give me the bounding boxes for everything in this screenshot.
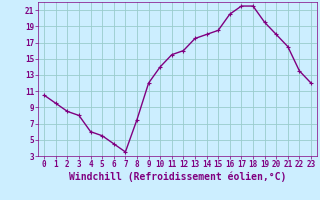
X-axis label: Windchill (Refroidissement éolien,°C): Windchill (Refroidissement éolien,°C) <box>69 172 286 182</box>
